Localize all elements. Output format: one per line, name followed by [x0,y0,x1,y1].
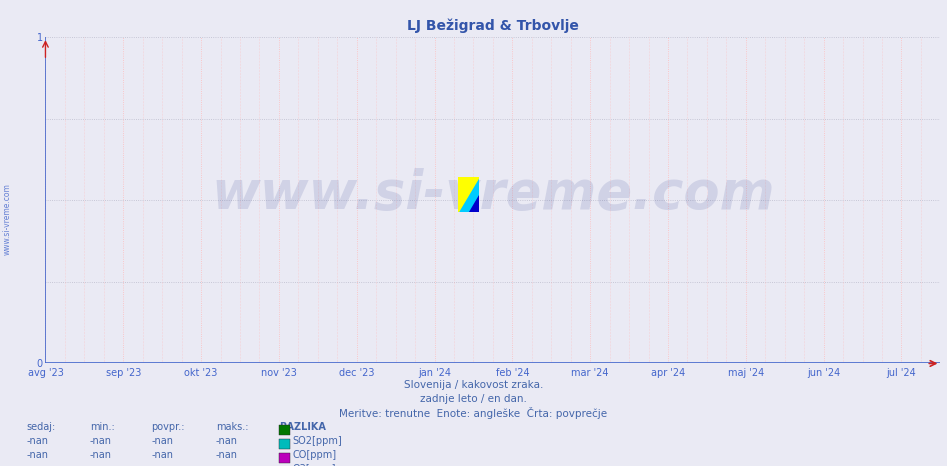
Polygon shape [469,194,479,212]
Text: O3[ppm]: O3[ppm] [293,464,336,466]
Text: www.si-vreme.com: www.si-vreme.com [211,168,775,220]
Text: -nan: -nan [152,436,173,445]
Text: www.si-vreme.com: www.si-vreme.com [3,183,12,255]
Text: povpr.:: povpr.: [152,422,185,432]
Polygon shape [458,177,479,212]
Text: -nan: -nan [27,464,48,466]
Text: -nan: -nan [216,464,238,466]
Text: CO[ppm]: CO[ppm] [293,450,337,459]
Text: -nan: -nan [216,436,238,445]
Text: -nan: -nan [152,450,173,459]
Text: sedaj:: sedaj: [27,422,56,432]
Text: -nan: -nan [90,436,112,445]
Text: maks.:: maks.: [216,422,248,432]
Text: -nan: -nan [27,436,48,445]
Text: Meritve: trenutne  Enote: angleške  Črta: povprečje: Meritve: trenutne Enote: angleške Črta: … [339,407,608,419]
Text: SO2[ppm]: SO2[ppm] [293,436,343,445]
Text: Slovenija / kakovost zraka.: Slovenija / kakovost zraka. [403,380,544,390]
Text: -nan: -nan [90,450,112,459]
Text: -nan: -nan [152,464,173,466]
Text: -nan: -nan [27,450,48,459]
Title: LJ Bežigrad & Trbovlje: LJ Bežigrad & Trbovlje [407,19,579,34]
Text: min.:: min.: [90,422,115,432]
Text: RAZLIKA: RAZLIKA [279,422,326,432]
Text: zadnje leto / en dan.: zadnje leto / en dan. [420,394,527,404]
Text: -nan: -nan [216,450,238,459]
Polygon shape [458,177,479,212]
Text: -nan: -nan [90,464,112,466]
